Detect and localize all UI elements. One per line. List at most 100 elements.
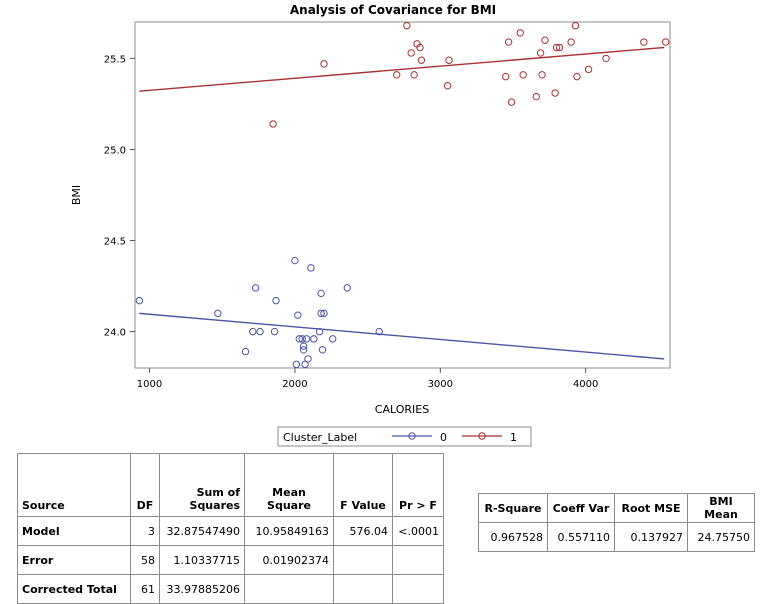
legend-box [277,426,532,447]
chart-title: Analysis of Covariance for BMI [290,3,496,17]
data-point-1 [502,72,510,81]
y-tick-label: 25.0 [104,145,126,156]
x-tick-label: 2000 [282,379,307,390]
data-point-1 [573,72,581,81]
data-point-0 [272,296,280,305]
data-point-1 [507,98,516,106]
anova-header-source: Source [17,453,131,517]
legend-marker [408,432,416,440]
data-point-1 [269,120,277,128]
anova-cell [333,545,393,575]
fit-header-rsquare: R-Square [478,493,548,523]
data-point-0 [320,309,328,318]
anova-header-ss: Sum of Squares [159,453,245,517]
y-axis-label: BMI [70,185,83,205]
data-point-0 [298,335,306,343]
anova-cell: Corrected Total [17,574,131,604]
anova-cell: 3 [130,516,160,546]
fit-lines [139,46,665,360]
anova-cell: Model [17,516,131,546]
anova-header-df: DF [130,453,160,517]
data-point-1 [516,29,524,37]
anova-cell [392,574,444,604]
plot-area [134,21,671,369]
data-point-0 [299,346,308,354]
x-axis: 1000 2000 3000 4000 [137,368,598,390]
data-point-0 [291,256,299,265]
data-point-1 [320,60,328,68]
anova-cell: 1.10337715 [159,545,245,575]
data-point-1 [571,21,580,30]
data-point-0 [315,327,324,336]
data-point-0 [302,335,311,343]
data-point-0 [256,327,264,336]
data-point-1 [519,71,527,79]
data-point-0 [299,342,308,350]
anova-header-ss-text: Sum of Squares [189,486,240,512]
anova-table: Source DF Sum of Squares Mean Square F V… [17,453,444,604]
fit-statistics-table: R-Square Coeff Var Root MSE BMI Mean 0.9… [478,493,755,552]
fit-line-1 [139,46,665,92]
data-point-1 [443,82,452,90]
data-point-0 [317,309,325,318]
data-point-0 [295,335,303,343]
data-point-1 [551,89,559,97]
anova-cell: 0.01902374 [244,545,334,575]
data-point-1 [416,43,424,52]
data-point-0 [270,327,279,336]
fit-header-coeffvar: Coeff Var [547,493,615,523]
data-point-1 [410,71,418,79]
anova-header-ms: Mean Square [244,453,334,517]
data-point-1 [584,65,593,74]
data-point-0 [294,311,302,319]
fit-header-rootmse: Root MSE [614,493,688,523]
fit-cell: 24.75750 [687,522,755,552]
table-row: Corrected Total 61 33.97885206 [17,574,444,604]
table-row: 0.967528 0.557110 0.137927 24.75750 [478,522,755,552]
y-tick-label: 24.5 [104,237,126,248]
data-point-1 [555,43,564,52]
data-point-0 [214,309,222,318]
fit-cell: 0.967528 [478,522,548,552]
anova-cell: 33.97885206 [159,574,245,604]
data-point-0 [292,360,301,369]
y-tick-label: 24.0 [104,328,126,339]
data-point-1 [504,38,513,46]
anova-cell: 10.95849163 [244,516,334,546]
y-tick-label: 25.5 [104,54,126,65]
x-axis-label: CALORIES [375,403,429,416]
data-point-0 [304,355,312,363]
x-tick-label: 4000 [573,379,598,390]
legend-marker [478,432,486,440]
data-point-0 [329,335,337,343]
legend-title: Cluster_Label [283,431,357,444]
anova-cell: 58 [130,545,160,575]
fit-cell: 0.137927 [614,522,688,552]
data-point-1 [392,71,401,79]
x-tick-label: 1000 [137,379,162,390]
data-point-0 [375,327,383,336]
data-points [135,21,670,369]
data-point-0 [135,296,144,305]
data-point-0 [310,335,318,343]
data-point-1 [541,36,549,44]
data-point-1 [445,56,453,64]
anova-header-row: Source DF Sum of Squares Mean Square F V… [17,453,444,517]
data-point-1 [403,21,411,30]
anova-cell: Error [17,545,131,575]
data-point-1 [602,54,610,63]
table-row: Model 3 32.87547490 10.95849163 576.04 <… [17,516,444,546]
anova-cell [333,574,393,604]
data-point-1 [532,92,540,101]
anova-cell [244,574,334,604]
data-point-1 [538,71,546,79]
data-point-1 [640,38,648,46]
data-point-0 [307,264,315,272]
data-point-0 [251,284,260,292]
data-point-0 [241,347,250,356]
legend-label: 0 [440,431,447,444]
anova-cell: 61 [130,574,160,604]
anova-cell: 576.04 [333,516,393,546]
